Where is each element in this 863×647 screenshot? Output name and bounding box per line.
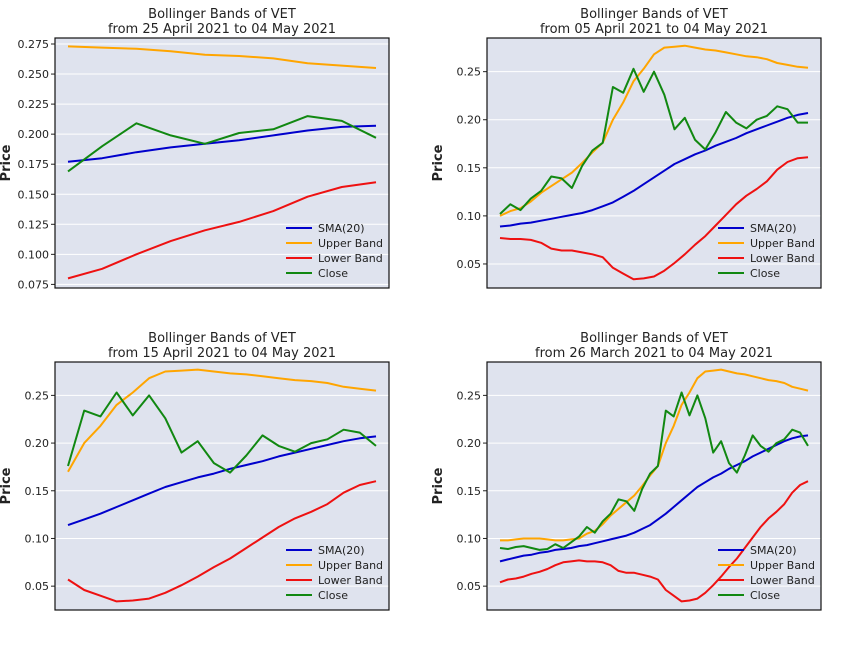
- y-tick-label: 0.15: [457, 485, 482, 498]
- legend-label-upper-band: Upper Band: [750, 559, 815, 572]
- y-tick-label: 0.275: [18, 38, 50, 51]
- legend: SMA(20) Upper Band Lower Band Close: [718, 222, 815, 280]
- series-line-sma-20: [67, 435, 377, 527]
- y-tick-label: 0.150: [18, 188, 50, 201]
- chart-title: Bollinger Bands of VET: [580, 331, 728, 346]
- y-tick-label: 0.200: [18, 128, 50, 141]
- legend-label-sma-20: SMA(20): [750, 544, 797, 557]
- series-line-close: [67, 115, 377, 173]
- series-line-lower-band: [499, 480, 809, 603]
- y-tick-label: 0.175: [18, 158, 50, 171]
- series-line-close: [499, 67, 808, 215]
- series-line-sma-20: [499, 112, 809, 228]
- y-tick-label: 0.05: [457, 258, 482, 271]
- legend-label-sma-20: SMA(20): [318, 222, 365, 235]
- y-tick-label: 0.25: [457, 66, 482, 79]
- legend: SMA(20) Upper Band Lower Band Close: [286, 544, 383, 602]
- y-tick-label: 0.10: [457, 532, 482, 545]
- legend-label-lower-band: Lower Band: [750, 252, 815, 265]
- legend-label-sma-20: SMA(20): [750, 222, 797, 235]
- chart-subtitle: from 05 April 2021 to 04 May 2021: [540, 22, 768, 37]
- chart-title: Bollinger Bands of VET: [148, 331, 296, 346]
- series-line-lower-band: [67, 181, 377, 280]
- plot-frame: [54, 37, 390, 289]
- legend-label-lower-band: Lower Band: [750, 574, 815, 587]
- series-line-close: [67, 391, 377, 474]
- legend-label-close: Close: [318, 267, 348, 280]
- y-tick-label: 0.05: [457, 580, 482, 593]
- legend: SMA(20) Upper Band Lower Band Close: [718, 544, 815, 602]
- chart-title: Bollinger Bands of VET: [580, 7, 728, 22]
- series-line-lower-band: [499, 156, 809, 281]
- y-axis-label: Price: [0, 467, 14, 504]
- plot-background: [55, 362, 389, 610]
- legend: SMA(20) Upper Band Lower Band Close: [286, 222, 383, 280]
- series-line-lower-band: [67, 480, 377, 603]
- legend-label-close: Close: [318, 589, 348, 602]
- legend-label-upper-band: Upper Band: [318, 559, 383, 572]
- plot-frame: [54, 361, 390, 611]
- y-axis-label: Price: [431, 467, 446, 504]
- legend-label-lower-band: Lower Band: [318, 252, 383, 265]
- y-tick-label: 0.25: [457, 389, 482, 402]
- plot-background: [487, 362, 821, 610]
- chart-subtitle: from 15 April 2021 to 04 May 2021: [108, 346, 336, 361]
- y-tick-label: 0.25: [25, 389, 50, 402]
- legend-label-close: Close: [750, 267, 780, 280]
- y-tick-label: 0.20: [457, 114, 482, 127]
- y-tick-label: 0.100: [18, 248, 50, 261]
- y-axis-label: Price: [0, 144, 14, 181]
- plot-frame: [486, 37, 822, 289]
- legend-label-close: Close: [750, 589, 780, 602]
- legend-label-upper-band: Upper Band: [318, 237, 383, 250]
- series-line-upper-band: [499, 44, 809, 217]
- y-tick-label: 0.20: [25, 437, 50, 450]
- y-tick-label: 0.15: [457, 162, 482, 175]
- plot-frame: [486, 361, 822, 611]
- plot-background: [55, 38, 389, 288]
- series-line-close: [499, 391, 809, 551]
- chart-subtitle: from 26 March 2021 to 04 May 2021: [535, 346, 773, 361]
- y-tick-label: 0.10: [25, 532, 50, 545]
- chart-title: Bollinger Bands of VET: [148, 7, 296, 22]
- legend-label-sma-20: SMA(20): [318, 544, 365, 557]
- series-line-upper-band: [67, 45, 377, 69]
- series-line-upper-band: [67, 368, 377, 473]
- series-line-sma-20: [499, 434, 809, 563]
- y-tick-label: 0.15: [25, 485, 50, 498]
- y-tick-label: 0.10: [457, 210, 482, 223]
- y-tick-label: 0.225: [18, 98, 50, 111]
- chart-subtitle: from 25 April 2021 to 04 May 2021: [108, 22, 336, 37]
- plot-background: [487, 38, 821, 288]
- y-tick-label: 0.05: [25, 580, 50, 593]
- legend-label-upper-band: Upper Band: [750, 237, 815, 250]
- y-tick-label: 0.075: [18, 278, 50, 291]
- y-tick-label: 0.125: [18, 218, 50, 231]
- series-line-sma-20: [67, 124, 377, 163]
- y-tick-label: 0.20: [457, 437, 482, 450]
- y-tick-label: 0.250: [18, 68, 50, 81]
- legend-label-lower-band: Lower Band: [318, 574, 383, 587]
- y-axis-label: Price: [431, 144, 446, 181]
